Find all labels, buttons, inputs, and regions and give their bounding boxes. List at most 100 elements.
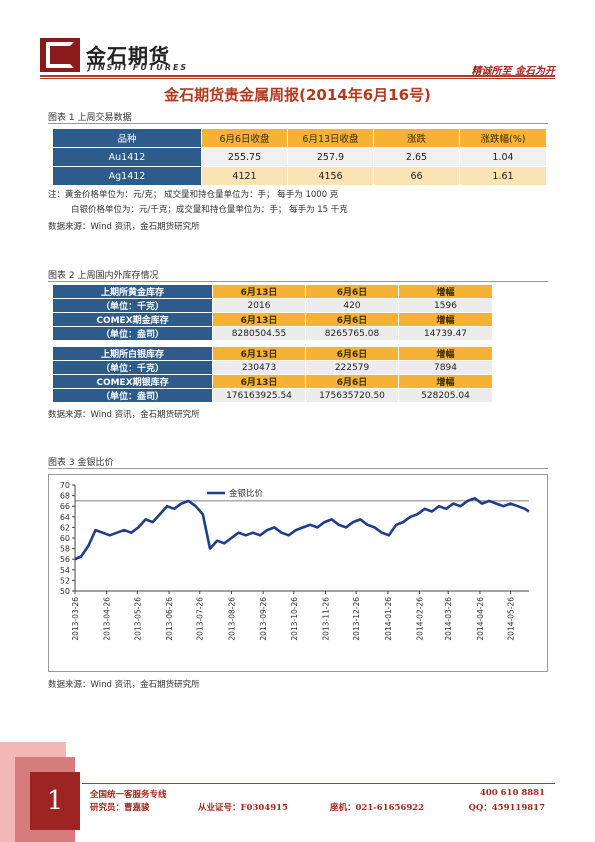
y-tick-label: 70 [60,481,70,490]
table-cell: 8280504.55 [212,326,306,341]
header-cell: 6月6日 [305,284,399,299]
table-row: COMEX期金库存 6月13日 6月6日 增幅 [52,312,493,327]
row-label: （单位：千克） [52,298,213,313]
y-tick-label: 60 [60,534,70,543]
table-header-row: 品种 6月6日收盘 6月13日收盘 涨跌 涨跌幅(%) [52,128,547,148]
table-cell: 176163925.54 [212,388,306,403]
table-row: 上期所黄金库存 6月13日 6月6日 增幅 [52,284,493,299]
y-tick-label: 54 [60,566,70,575]
slogan: 精诚所至 金石为开 [471,66,555,77]
x-tick-label: 2013-09-26 [259,597,268,641]
table-row: COMEX期银库存 6月13日 6月6日 增幅 [52,374,493,389]
cert-number: 从业证号：F0304915 [198,803,288,813]
fig1-title: 图表 1 上周交易数据 [48,113,132,123]
researcher: 研究员：曹嘉骏 [90,803,150,813]
fig1-rule [48,123,548,124]
header-cell: 6月6日 [305,312,399,327]
series-line [74,496,530,561]
row-label: COMEX期金库存 [52,312,213,327]
header-cell: 增幅 [398,346,493,361]
row-label: 上期所白银库存 [52,346,213,361]
table-cell: 2.65 [373,147,460,167]
hotline-label: 全国统一客服务专线 [90,790,167,800]
table-cell: 222579 [305,360,399,375]
table-row: 上期所白银库存 6月13日 6月6日 增幅 [52,346,493,361]
logo-mark [40,38,80,72]
fig3-source: 数据来源：Wind 资讯，金石期货研究所 [48,680,200,690]
table-cell: 175635720.50 [305,388,399,403]
footer-rule [82,783,555,784]
header-cell: 增幅 [398,374,493,389]
table-cell: 1.61 [459,166,547,186]
table-row: （单位：盎司） 8280504.55 8265765.08 14739.47 [52,326,493,341]
x-tick-label: 2014-05-26 [507,597,516,641]
row-label: （单位：盎司） [52,388,213,403]
row-label: 上期所黄金库存 [52,284,213,299]
legend-label: 金银比价 [229,488,264,499]
header-rule [40,75,555,77]
table-row: Ag1412 4121 4156 66 1.61 [52,166,547,186]
y-tick-label: 64 [60,513,70,522]
x-tick-label: 2013-11-26 [322,597,331,641]
header-cell: 6月13日收盘 [287,128,374,148]
x-tick-label: 2014-01-26 [384,597,393,641]
header-cell: 6月6日 [305,346,399,361]
table-cell: 420 [305,298,399,313]
header-cell: 6月13日 [212,374,306,389]
table-cell: 4121 [201,166,288,186]
row-label: COMEX期银库存 [52,374,213,389]
x-tick-label: 2013-05-26 [133,597,142,641]
table-cell: 7894 [398,360,493,375]
x-tick-label: 2013-12-26 [352,597,361,641]
header-cell: 6月6日收盘 [201,128,288,148]
header-cell: 品种 [52,128,202,148]
table-cell: 66 [373,166,460,186]
y-tick-label: 52 [60,576,70,585]
table-cell: 4156 [287,166,374,186]
fig2-title: 图表 2 上周国内外库存情况 [48,271,159,281]
table-cell: 8265765.08 [305,326,399,341]
y-tick-label: 58 [60,545,70,554]
row-label: （单位：盎司） [52,326,213,341]
header-cell: 6月13日 [212,346,306,361]
header-rule-thin [40,78,555,79]
table-row: （单位：盎司） 176163925.54 175635720.50 528205… [52,388,493,403]
fig3-title: 图表 3 金银比价 [48,458,114,468]
table-cell: 1.04 [459,147,547,167]
logo-text: 金石期货 [86,44,170,68]
x-tick-label: 2014-02-26 [416,597,425,641]
x-tick-label: 2013-06-26 [165,597,174,641]
table-cell: 1596 [398,298,493,313]
hotline-number: 400 610 8881 [479,788,545,798]
row-label: Ag1412 [52,166,202,186]
phone: 座机：021-61656922 [330,803,425,813]
table-cell: 230473 [212,360,306,375]
fig2-source: 数据来源：Wind 资讯，金石期货研究所 [48,410,200,420]
x-tick-label: 2013-08-26 [227,597,236,641]
header-cell: 6月13日 [212,284,306,299]
y-tick-label: 50 [60,587,70,596]
table-cell: 2016 [212,298,306,313]
qq: QQ：459119817 [468,803,545,813]
fig2-rule [48,281,548,282]
x-tick-label: 2013-10-26 [290,597,299,641]
header-cell: 涨跌 [373,128,460,148]
silver-inventory-table: 上期所白银库存 6月13日 6月6日 增幅 （单位：千克） 230473 222… [52,346,493,403]
table-row: （单位：千克） 2016 420 1596 [52,298,493,313]
chart-frame: 50 52 54 56 58 60 62 64 66 68 70 2013-03-26 2013-04-… [48,474,548,672]
logo-subtext: JINSHI FUTURES [88,63,189,72]
x-tick-label: 2013-07-26 [196,597,205,641]
header-cell: 涨跌幅(%) [459,128,547,148]
table-row: （单位：千克） 230473 222579 7894 [52,360,493,375]
y-tick-label: 68 [60,492,70,501]
gold-inventory-table: 上期所黄金库存 6月13日 6月6日 增幅 （单位：千克） 2016 420 1… [52,284,493,341]
table-cell: 14739.47 [398,326,493,341]
header-cell: 增幅 [398,312,493,327]
y-tick-label: 66 [60,502,70,511]
x-tick-label: 2013-03-26 [71,597,80,641]
fig3-rule [48,468,548,469]
row-label: Au1412 [52,147,202,167]
trade-table: 品种 6月6日收盘 6月13日收盘 涨跌 涨跌幅(%) Au1412 255.7… [52,128,547,186]
report-title: 金石期货贵金属周报(2014年6月16号) [164,86,431,104]
